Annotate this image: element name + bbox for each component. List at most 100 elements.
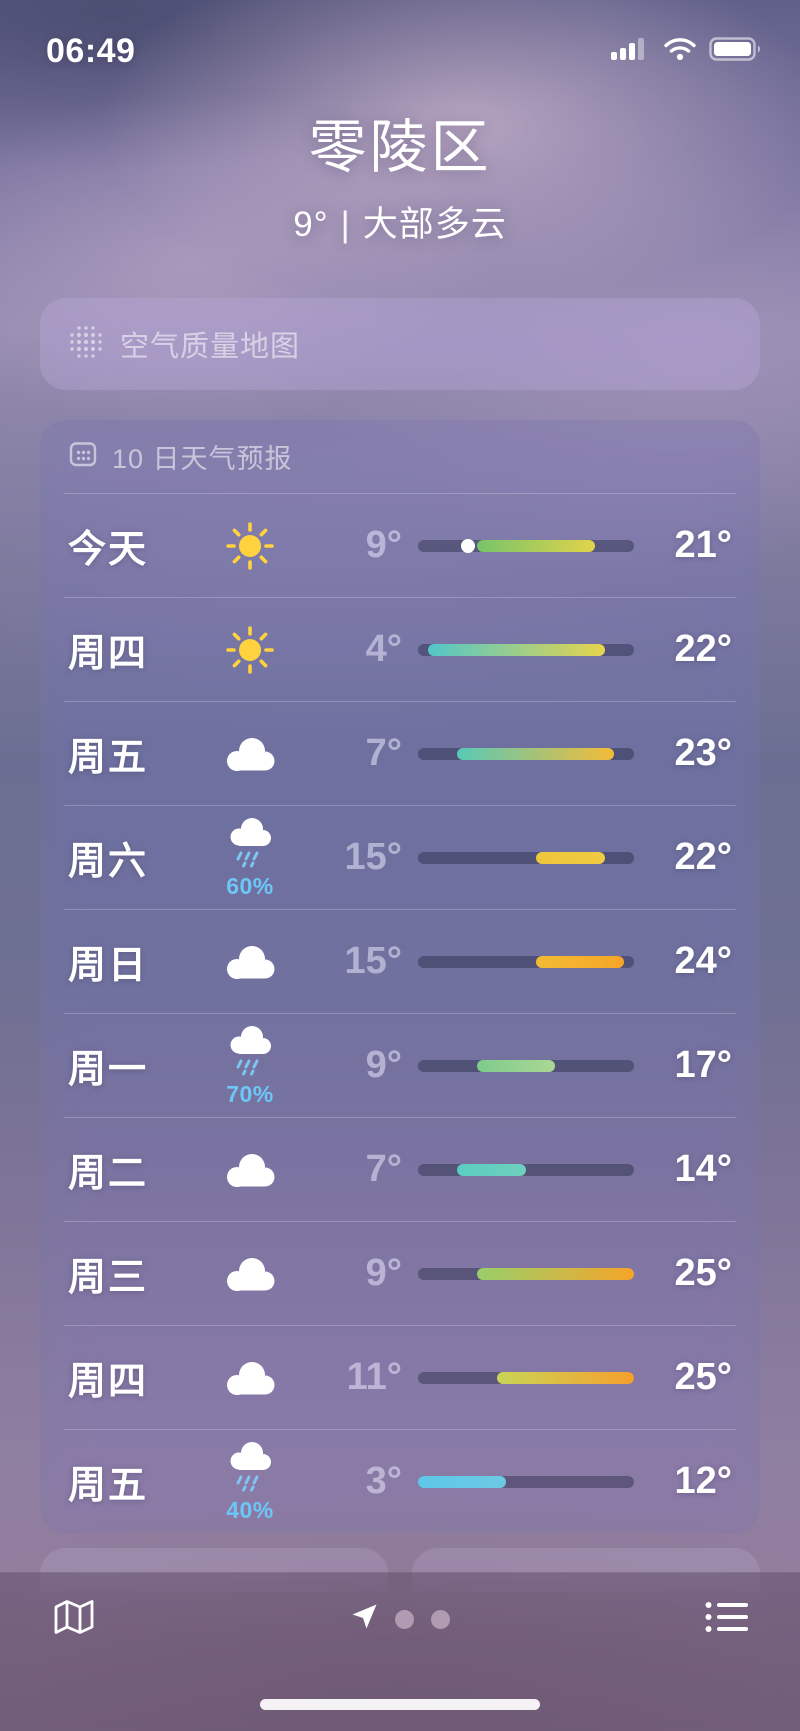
forecast-row[interactable]: 周一 70% 9° 17°	[64, 1013, 736, 1117]
forecast-row[interactable]: 周五 40% 3° 12°	[64, 1429, 736, 1533]
high-temp: 22°	[674, 836, 732, 878]
temp-range-fill	[496, 1371, 634, 1384]
cellular-signal-icon	[611, 36, 651, 67]
forecast-row[interactable]: 周二 7° 14°	[64, 1117, 736, 1221]
location-list-button[interactable]	[704, 1600, 748, 1639]
low-temp: 15°	[344, 836, 402, 878]
forecast-rows: 今天 9° 21° 周四 4° 22° 周五 7° 23° 周六 60% 15° 22° 周日 15° 24°…	[40, 493, 760, 1533]
low-temp: 9°	[365, 524, 402, 566]
current-location-page-icon[interactable]	[351, 1603, 378, 1635]
page-dot-1[interactable]	[394, 1609, 414, 1629]
temp-range-fill	[476, 1059, 556, 1072]
day-label: 周三	[68, 1257, 149, 1299]
high-temp: 21°	[674, 524, 732, 566]
high-temp: 25°	[674, 1356, 732, 1398]
sun-icon	[206, 520, 294, 572]
cloud-icon	[206, 1150, 294, 1190]
day-label: 周日	[68, 945, 149, 987]
current-conditions-header: 零陵区 9° | 大部多云	[0, 100, 800, 247]
temp-range-fill	[457, 747, 615, 760]
temp-range-bar	[418, 747, 634, 760]
location-title: 零陵区	[308, 115, 492, 180]
forecast-row[interactable]: 周日 15° 24°	[64, 909, 736, 1013]
current-temp-dot	[460, 538, 475, 553]
ten-day-forecast-card: 10 日天气预报 今天 9° 21° 周四 4° 22° 周五 7° 23° 周六 60% 15° 22…	[40, 420, 760, 1533]
current-condition: 大部多云	[362, 205, 507, 244]
low-temp: 7°	[365, 732, 402, 774]
day-label: 周一	[68, 1049, 149, 1091]
temp-range-fill	[476, 539, 595, 552]
calendar-icon	[68, 439, 98, 474]
forecast-row[interactable]: 周四 11° 25°	[64, 1325, 736, 1429]
high-temp: 25°	[674, 1252, 732, 1294]
precipitation-chance: 60%	[226, 872, 274, 899]
day-label: 周四	[68, 1361, 149, 1403]
wifi-icon	[662, 36, 698, 67]
rain-icon: 70%	[206, 1024, 294, 1108]
air-quality-label: 空气质量地图	[120, 331, 301, 363]
rain-icon: 40%	[206, 1440, 294, 1524]
status-bar: 06:49	[0, 26, 800, 70]
cloud-icon	[206, 1358, 294, 1398]
air-quality-dots-icon	[68, 324, 104, 365]
day-label: 周五	[68, 1465, 149, 1507]
low-temp: 3°	[365, 1460, 402, 1502]
status-time: 06:49	[46, 32, 136, 70]
sun-icon	[206, 624, 294, 676]
temp-range-bar	[418, 1163, 634, 1176]
temp-range-fill	[457, 1163, 526, 1176]
temp-range-bar	[418, 538, 634, 553]
day-label: 今天	[68, 529, 149, 571]
day-label: 周二	[68, 1153, 149, 1195]
precipitation-chance: 70%	[226, 1080, 274, 1107]
temp-range-bar	[418, 643, 634, 656]
forecast-row[interactable]: 周三 9° 25°	[64, 1221, 736, 1325]
forecast-row[interactable]: 今天 9° 21°	[64, 493, 736, 597]
page-indicator	[351, 1603, 450, 1635]
forecast-row[interactable]: 周四 4° 22°	[64, 597, 736, 701]
battery-icon	[709, 36, 765, 67]
temp-range-fill	[535, 851, 605, 864]
high-temp: 23°	[674, 732, 732, 774]
air-quality-map-button[interactable]: 空气质量地图	[40, 298, 760, 390]
temp-range-fill	[476, 1267, 634, 1280]
current-summary: 9° | 大部多云	[0, 196, 800, 247]
forecast-row[interactable]: 周六 60% 15° 22°	[64, 805, 736, 909]
home-indicator[interactable]	[260, 1699, 540, 1710]
low-temp: 11°	[346, 1356, 402, 1398]
forecast-row[interactable]: 周五 7° 23°	[64, 701, 736, 805]
temp-range-fill	[418, 1475, 507, 1488]
day-label: 周四	[68, 633, 149, 675]
page-dot-2[interactable]	[430, 1609, 450, 1629]
low-temp: 9°	[365, 1044, 402, 1086]
high-temp: 17°	[674, 1044, 732, 1086]
current-temp: 9°	[293, 205, 329, 244]
day-label: 周六	[68, 841, 149, 883]
status-icons	[611, 36, 765, 67]
rain-icon: 60%	[206, 816, 294, 900]
cloud-icon	[206, 1254, 294, 1294]
temp-range-fill	[535, 955, 625, 968]
temp-range-bar	[418, 1059, 634, 1072]
temp-range-bar	[418, 851, 634, 864]
low-temp: 15°	[344, 940, 402, 982]
low-temp: 7°	[365, 1148, 402, 1190]
day-label: 周五	[68, 737, 149, 779]
temp-range-bar	[418, 1267, 634, 1280]
precipitation-chance: 40%	[226, 1496, 274, 1523]
temp-range-bar	[418, 1475, 634, 1488]
high-temp: 14°	[674, 1148, 732, 1190]
cloud-icon	[206, 942, 294, 982]
low-temp: 9°	[365, 1252, 402, 1294]
summary-divider: |	[340, 205, 351, 244]
temp-range-bar	[418, 955, 634, 968]
temp-range-bar	[418, 1371, 634, 1384]
map-button[interactable]	[52, 1598, 96, 1641]
temp-range-fill	[427, 643, 605, 656]
cloud-icon	[206, 734, 294, 774]
forecast-header: 10 日天气预报	[40, 420, 760, 493]
high-temp: 24°	[674, 940, 732, 982]
high-temp: 12°	[674, 1460, 732, 1502]
high-temp: 22°	[674, 628, 732, 670]
